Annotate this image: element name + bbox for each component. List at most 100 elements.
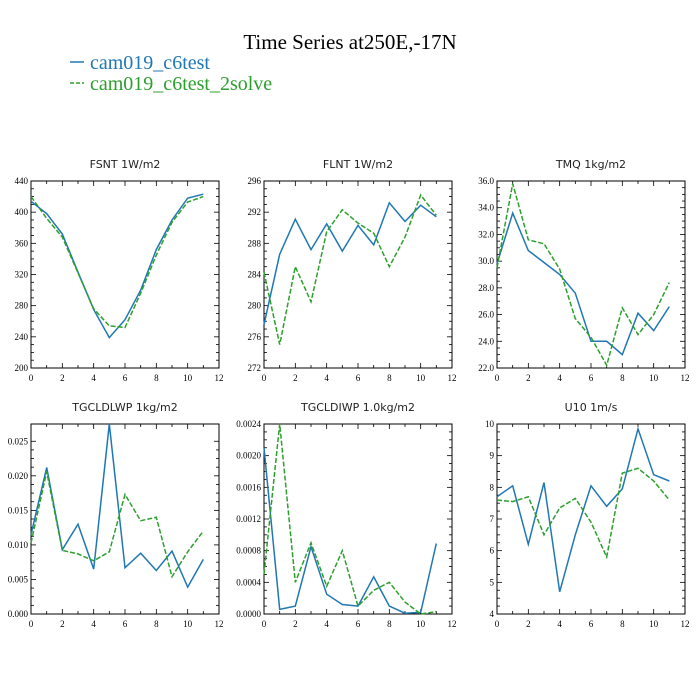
panel-u10: U10 1m/s 0 2 4 6 8 10 12 4 5 6 7 8 9 10 (485, 401, 690, 629)
panel-fsnt-ytick-label: 440 (15, 176, 29, 186)
panel-tmq-ytick-label: 36.0 (478, 176, 494, 186)
panel-u10-frame (496, 423, 686, 615)
panel-flnt-xtick-label: 6 (356, 373, 361, 383)
panel-fsnt-xtick-label: 2 (60, 373, 65, 383)
panel-fsnt-ytick-label: 280 (15, 301, 29, 311)
panel-fsnt-ytick-label: 360 (15, 238, 29, 248)
panel-flnt-ytick-label: 276 (248, 332, 262, 342)
panel-tmq-title: TMQ 1kg/m2 (555, 158, 626, 171)
panel-flnt-xtick-label: 10 (416, 373, 426, 383)
panel-u10-xtick-label: 6 (589, 619, 594, 629)
panel-u10-xtick-label: 0 (495, 619, 500, 629)
panel-flnt-xtick-label: 2 (293, 373, 298, 383)
panel-tmq-series-cam019-c6test (496, 210, 670, 356)
panel-tgcldiwp-series-cam019-c6test-2solve (263, 423, 437, 615)
panel-tgcldlwp-ytick-label: 0.020 (8, 471, 29, 481)
panel-flnt-ytick-label: 284 (248, 270, 262, 280)
panel-tmq-ytick-label: 24.0 (478, 336, 494, 346)
panel-tgcldlwp-ytick-label: 0.025 (8, 436, 29, 446)
panel-tgcldlwp-frame (30, 423, 220, 615)
panel-tgcldiwp-title: TGCLDIWP 1.0kg/m2 (300, 401, 415, 414)
panel-flnt-ytick-label: 272 (248, 363, 262, 373)
panel-fsnt: FSNT 1W/m2 0 2 4 6 8 10 12 200 240 280 320 360 400 440 (15, 158, 224, 383)
figure-legend: cam019_c6test cam019_c6test_2solve (70, 52, 272, 95)
panel-fsnt-xtick-label: 12 (215, 373, 224, 383)
panel-u10-ytick-label: 9 (490, 451, 495, 461)
panel-tgcldiwp-ytick-label: 0.0004 (236, 577, 261, 587)
panel-tmq-ytick-label: 30.0 (478, 256, 494, 266)
panel-tgcldiwp-xtick-label: 4 (324, 619, 329, 629)
panel-tgcldlwp-xtick-label: 10 (183, 619, 193, 629)
panel-u10-xtick-label: 4 (557, 619, 562, 629)
panel-u10-xtick-label: 2 (526, 619, 531, 629)
panel-u10-xtick-label: 8 (620, 619, 625, 629)
panel-fsnt-xtick-label: 4 (91, 373, 96, 383)
panel-tgcldlwp-ytick-label: 0.015 (8, 505, 29, 515)
panel-tgcldiwp-series-cam019-c6test (263, 447, 438, 614)
panel-u10-xtick-label: 12 (681, 619, 690, 629)
panel-tgcldlwp-ytick-label: 0.005 (8, 574, 29, 584)
panel-tgcldlwp-xtick-label: 6 (123, 619, 128, 629)
panel-flnt-frame (263, 180, 453, 369)
panel-flnt-xtick-label: 4 (324, 373, 329, 383)
panel-tgcldlwp-ytick-label: 0.000 (8, 609, 29, 619)
panel-tgcldiwp-xtick-label: 8 (387, 619, 392, 629)
panel-fsnt-ytick-label: 320 (15, 270, 29, 280)
panel-flnt-title: FLNT 1W/m2 (323, 158, 393, 171)
panel-flnt-ytick-label: 296 (248, 176, 262, 186)
panel-u10-ytick-label: 4 (490, 609, 495, 619)
panel-tgcldiwp-xtick-label: 12 (448, 619, 457, 629)
panel-tmq-xtick-label: 2 (526, 373, 531, 383)
panel-fsnt-xtick-label: 0 (29, 373, 34, 383)
panel-tgcldiwp-xtick-label: 10 (416, 619, 426, 629)
panel-fsnt-series-cam019-c6test-2solve (30, 195, 204, 329)
panel-tgcldlwp-xtick-label: 8 (154, 619, 159, 629)
panel-fsnt-xtick-label: 10 (183, 373, 193, 383)
panel-flnt-ytick-label: 288 (248, 238, 262, 248)
panel-tgcldlwp-ytick-label: 0.010 (8, 540, 29, 550)
panel-tmq-ytick-label: 34.0 (478, 203, 494, 213)
panel-tgcldiwp-ytick-label: 0.0024 (236, 419, 261, 429)
panel-tgcldiwp-xtick-label: 6 (356, 619, 361, 629)
figure-title: Time Series at250E,-17N (243, 30, 456, 54)
panel-tmq-series-cam019-c6test-2solve (496, 183, 670, 368)
panels: FSNT 1W/m20 2 4 6 8 10 12200240280320360400440… (8, 158, 690, 629)
panel-tmq-ytick-label: 28.0 (478, 283, 494, 293)
panel-tgcldiwp-xtick-label: 0 (262, 619, 267, 629)
panel-fsnt-frame (30, 180, 220, 369)
panel-tmq-xtick-label: 8 (620, 373, 625, 383)
panel-u10-title: U10 1m/s (565, 401, 618, 414)
panel-u10-ytick-label: 6 (490, 546, 495, 556)
panel-u10-ytick-label: 10 (485, 419, 495, 429)
panel-tgcldiwp-ytick-label: 0.0000 (236, 609, 261, 619)
panel-u10-ytick-label: 8 (490, 482, 495, 492)
panel-tmq-xtick-label: 12 (681, 373, 690, 383)
panel-tgcldlwp: TGCLDLWP 1kg/m2 0 2 4 6 8 10 12 0.000 0.005 0.010 0… (8, 401, 224, 629)
panel-flnt-ytick-label: 280 (248, 301, 262, 311)
panel-tmq: TMQ 1kg/m2 0 2 4 6 8 10 12 22.0 24.0 26.0 28.0 30.0 3… (478, 158, 689, 383)
panel-tmq-xtick-label: 0 (495, 373, 500, 383)
panel-tmq-ytick-label: 32.0 (478, 229, 494, 239)
panel-tgcldiwp-ytick-label: 0.0016 (236, 482, 261, 492)
panel-flnt-series-cam019-c6test-2solve (263, 193, 437, 345)
panel-tmq-ytick-label: 26.0 (478, 310, 494, 320)
panel-flnt-xtick-label: 8 (387, 373, 392, 383)
panel-fsnt-ytick-label: 400 (15, 207, 29, 217)
panel-flnt-xtick-label: 0 (262, 373, 267, 383)
panel-fsnt-xtick-label: 6 (123, 373, 128, 383)
panel-tgcldiwp-ytick-label: 0.0020 (236, 451, 261, 461)
panel-tmq-xtick-label: 6 (589, 373, 594, 383)
panel-fsnt-ytick-label: 200 (15, 363, 29, 373)
panel-u10-series-cam019-c6test-2solve (496, 467, 670, 560)
panel-flnt: FLNT 1W/m2 0 2 4 6 8 10 12 272 276 280 284 288 292 296 (248, 158, 457, 383)
panel-fsnt-ytick-label: 240 (15, 332, 29, 342)
legend-label-cam019-c6test: cam019_c6test (90, 52, 210, 74)
panel-tmq-ytick-label: 22.0 (478, 363, 494, 373)
legend-label-cam019-c6test-2solve: cam019_c6test_2solve (90, 73, 272, 95)
panel-flnt-xtick-label: 12 (448, 373, 457, 383)
panel-fsnt-title: FSNT 1W/m2 (90, 158, 161, 171)
panel-tgcldiwp: TGCLDIWP 1.0kg/m2 0 2 4 6 8 10 12 0.0000 0.0004 0.… (236, 401, 456, 629)
panel-u10-ytick-label: 5 (490, 577, 495, 587)
panel-tgcldiwp-xtick-label: 2 (293, 619, 298, 629)
panel-tgcldiwp-frame (263, 423, 453, 615)
